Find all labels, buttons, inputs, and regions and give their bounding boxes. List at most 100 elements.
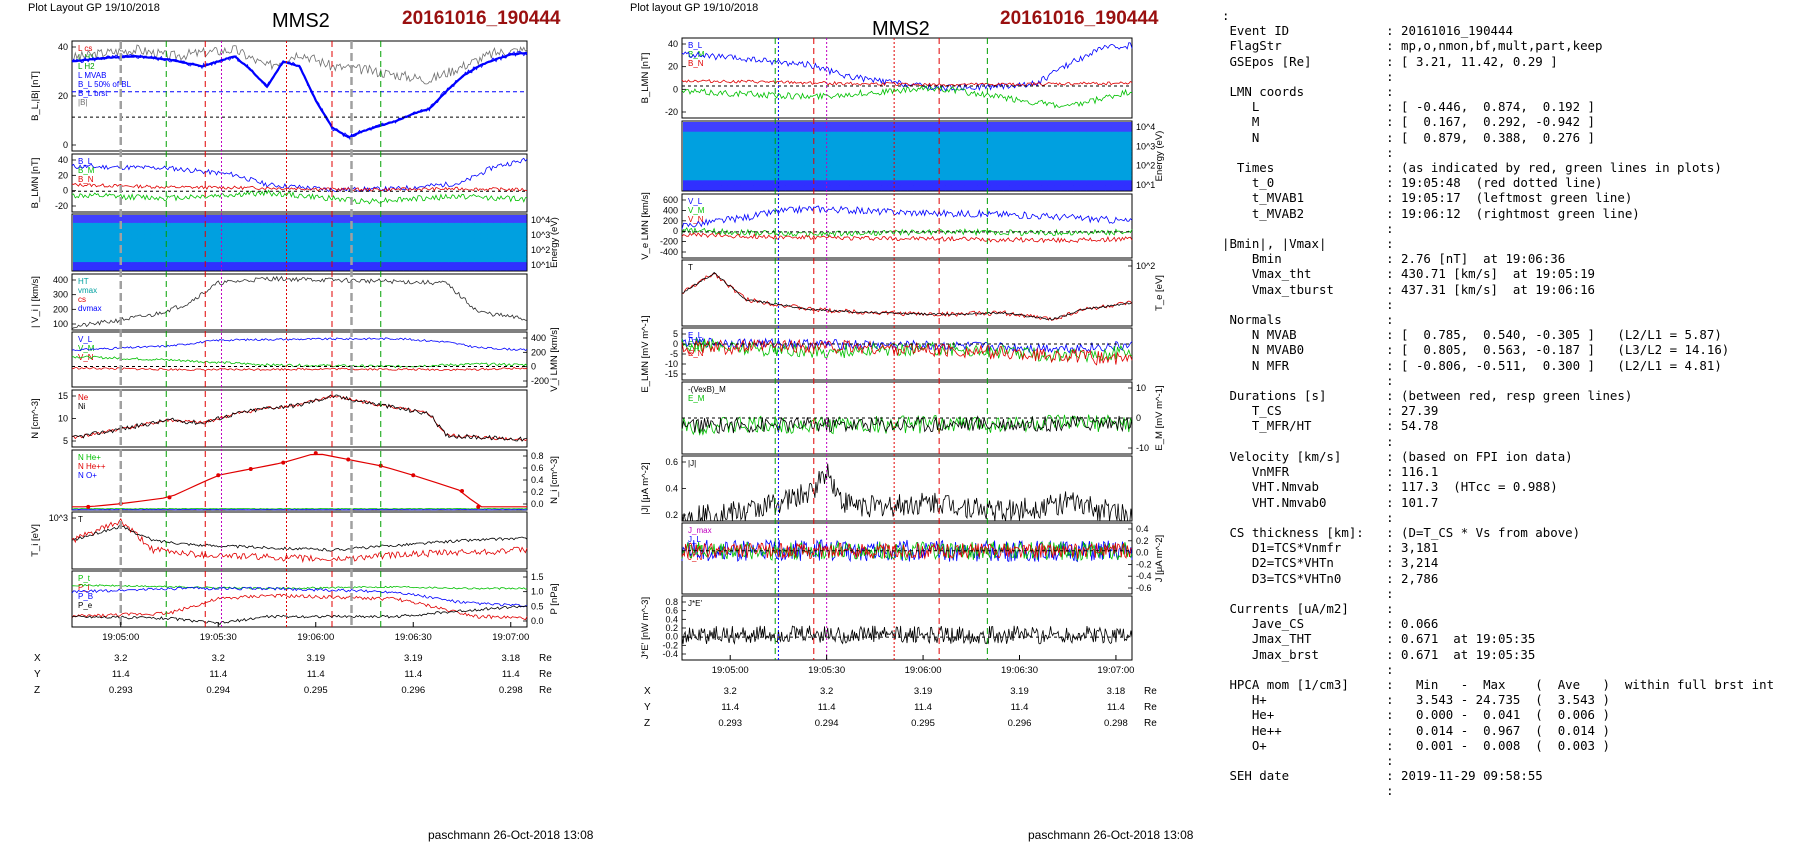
spectrogram-cell bbox=[760, 137, 767, 143]
spectrogram-cell bbox=[157, 219, 164, 224]
spectrogram-cell bbox=[965, 137, 972, 143]
spectrogram-cell bbox=[177, 227, 184, 232]
spectrogram-cell bbox=[1009, 127, 1016, 132]
spectrogram-cell bbox=[971, 127, 978, 132]
spectrogram-cell bbox=[364, 223, 371, 228]
summary-line: Event ID : 20161016_190444 bbox=[1222, 23, 1797, 38]
spectrogram-cell bbox=[364, 239, 371, 244]
spectrogram-cell bbox=[747, 137, 754, 143]
spectrogram-cell bbox=[481, 235, 488, 240]
spectrogram-cell bbox=[997, 175, 1004, 181]
position-row-label: Z bbox=[644, 718, 650, 729]
spectrogram-cell bbox=[856, 122, 863, 128]
legend-entry: T bbox=[688, 263, 693, 272]
spectrogram-cell bbox=[138, 239, 145, 244]
y-tick-label: 0 bbox=[63, 140, 68, 150]
spectrogram-cell bbox=[183, 258, 190, 263]
spectrogram-cell bbox=[144, 219, 151, 224]
spectrogram-cell bbox=[1048, 185, 1055, 191]
spectrogram-cell bbox=[338, 215, 345, 220]
spectrogram-cell bbox=[817, 175, 824, 181]
spectrogram-cell bbox=[753, 156, 760, 162]
energy-spectrogram bbox=[73, 215, 527, 271]
spectrogram-cell bbox=[151, 243, 158, 248]
spectrogram-cell bbox=[92, 223, 99, 228]
spectrogram-cell bbox=[138, 258, 145, 263]
spectrogram-cell bbox=[997, 151, 1004, 157]
spectrogram-cell bbox=[811, 161, 818, 167]
spectrogram-cell bbox=[1067, 156, 1074, 162]
position-value: 11.4 bbox=[307, 669, 325, 680]
spectrogram-cell bbox=[901, 180, 908, 186]
spectrogram-cell bbox=[319, 266, 326, 271]
spectrogram-cell bbox=[183, 254, 190, 258]
spectrogram-cell bbox=[1105, 141, 1112, 147]
spectrogram-cell bbox=[228, 235, 235, 240]
spectrogram-cell bbox=[811, 185, 818, 191]
spectrogram-cell bbox=[410, 235, 417, 240]
spectrogram-cell bbox=[1125, 166, 1132, 172]
spectrogram-cell bbox=[371, 243, 378, 248]
spectrogram-cell bbox=[125, 239, 132, 244]
spectrogram-cell bbox=[429, 246, 436, 251]
spectrogram-cell bbox=[390, 223, 397, 228]
spectrogram-cell bbox=[894, 141, 901, 147]
spectrogram-cell bbox=[856, 137, 863, 143]
spectrogram-cell bbox=[267, 250, 274, 255]
spectrogram-cell bbox=[435, 243, 442, 248]
spectrogram-cell bbox=[86, 258, 93, 263]
spectrogram-cell bbox=[952, 146, 959, 152]
spectrogram-cell bbox=[429, 243, 436, 248]
y-tick-label: 20 bbox=[668, 62, 678, 72]
position-unit: Re bbox=[539, 653, 552, 664]
spectrogram-cell bbox=[312, 215, 319, 220]
spectrogram-cell bbox=[92, 250, 99, 255]
position-value: 11.4 bbox=[721, 702, 739, 713]
spectrogram-cell bbox=[881, 175, 888, 181]
spectrogram-cell bbox=[138, 219, 145, 224]
spectrogram-cell bbox=[138, 231, 145, 236]
spectrogram-cell bbox=[901, 122, 908, 128]
spectrogram-cell bbox=[1112, 151, 1119, 157]
spectrogram-cell bbox=[306, 239, 313, 244]
spectrogram-cell bbox=[1099, 180, 1106, 186]
series-te-0 bbox=[682, 274, 1132, 321]
spectrogram-cell bbox=[1080, 156, 1087, 162]
y-tick-label: 1.0 bbox=[531, 587, 544, 597]
spectrogram-cell bbox=[157, 250, 164, 255]
spectrogram-cell bbox=[274, 235, 281, 240]
spectrogram-cell bbox=[183, 243, 190, 248]
spectrogram-cell bbox=[416, 219, 423, 224]
spectrogram-cell bbox=[849, 127, 856, 132]
he-plus-plus-point bbox=[216, 473, 220, 477]
spectrogram-cell bbox=[696, 175, 703, 181]
legend-entry: HT bbox=[78, 277, 89, 286]
spectrogram-cell bbox=[228, 262, 235, 267]
y-tick-label: 5 bbox=[63, 436, 68, 446]
spectrogram-cell bbox=[1003, 141, 1010, 147]
spectrogram-cell bbox=[358, 246, 365, 251]
spectrogram-cell bbox=[507, 215, 514, 220]
spectrogram-cell bbox=[894, 127, 901, 132]
spectrogram-cell bbox=[945, 151, 952, 157]
y-tick-label: -0.4 bbox=[662, 649, 678, 659]
spectrogram-cell bbox=[920, 175, 927, 181]
spectrogram-cell bbox=[241, 246, 248, 251]
spectrogram-cell bbox=[513, 250, 520, 255]
spectrogram-cell bbox=[971, 141, 978, 147]
spectrogram-cell bbox=[875, 166, 882, 172]
spectrogram-cell bbox=[939, 141, 946, 147]
spectrogram-cell bbox=[170, 266, 177, 271]
spectrogram-cell bbox=[228, 266, 235, 271]
spectrogram-cell bbox=[332, 215, 339, 220]
series-bl-0 bbox=[72, 45, 527, 84]
spectrogram-cell bbox=[209, 266, 216, 271]
spectrogram-cell bbox=[222, 254, 229, 258]
y-tick-label: -20 bbox=[665, 107, 678, 117]
panel-frame-vi bbox=[72, 274, 527, 330]
spectrogram-cell bbox=[293, 235, 300, 240]
spectrogram-cell bbox=[235, 250, 242, 255]
spectrogram-cell bbox=[300, 235, 307, 240]
spectrogram-cell bbox=[958, 180, 965, 186]
